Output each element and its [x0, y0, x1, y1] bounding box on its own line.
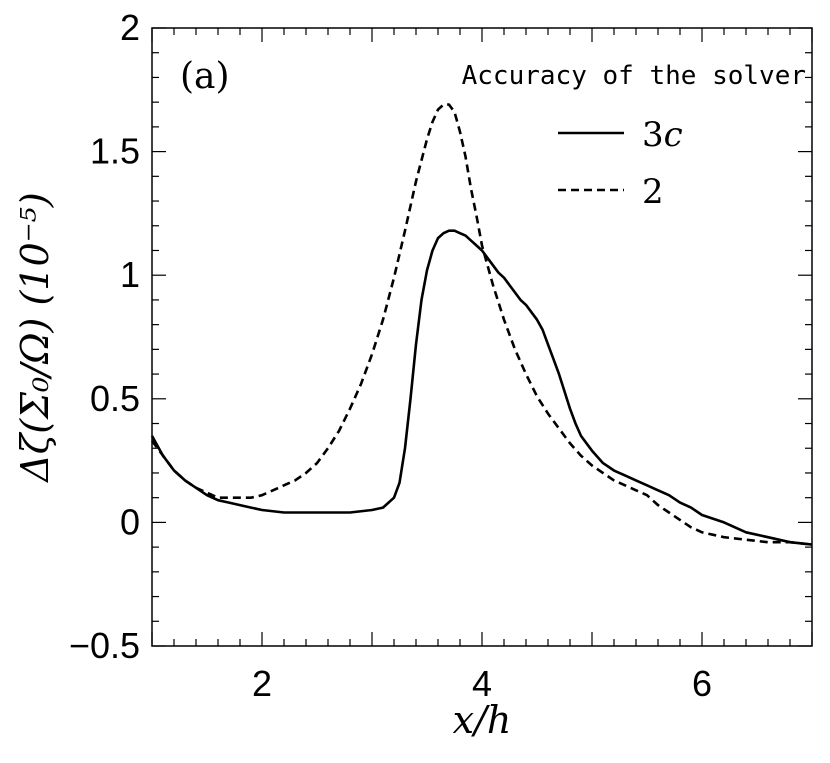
y-tick-label: 1.5 [90, 131, 140, 172]
tick-marks [151, 27, 813, 647]
x-tick-label: 2 [252, 663, 272, 704]
legend-label-3c: 3c [642, 115, 683, 155]
x-axis-title: x/h [453, 698, 512, 742]
y-tick-label: 2 [120, 7, 140, 48]
y-tick-label: 0 [120, 501, 140, 542]
legend: 3c 2 [558, 115, 683, 212]
legend-title: Accuracy of the solver [462, 61, 806, 91]
x-tick-label: 6 [692, 663, 712, 704]
plot-frame [151, 27, 813, 647]
series-line-2 [150, 103, 813, 546]
y-tick-label: 0.5 [90, 378, 140, 419]
series-line-3c [150, 229, 813, 546]
y-axis-title: Δζ(Σ₀/Ω) (10⁻⁵) [13, 192, 57, 483]
y-tick-label: −0.5 [69, 625, 140, 666]
panel-label: (a) [180, 56, 230, 97]
y-tick-labels: −0.5 0 0.5 1 1.5 2 [69, 7, 140, 666]
y-tick-label: 1 [120, 254, 140, 295]
x-tick-label: 4 [472, 663, 492, 704]
series-layer [150, 103, 813, 546]
legend-label-2: 2 [642, 172, 664, 212]
x-tick-labels: 2 4 6 [252, 663, 712, 704]
